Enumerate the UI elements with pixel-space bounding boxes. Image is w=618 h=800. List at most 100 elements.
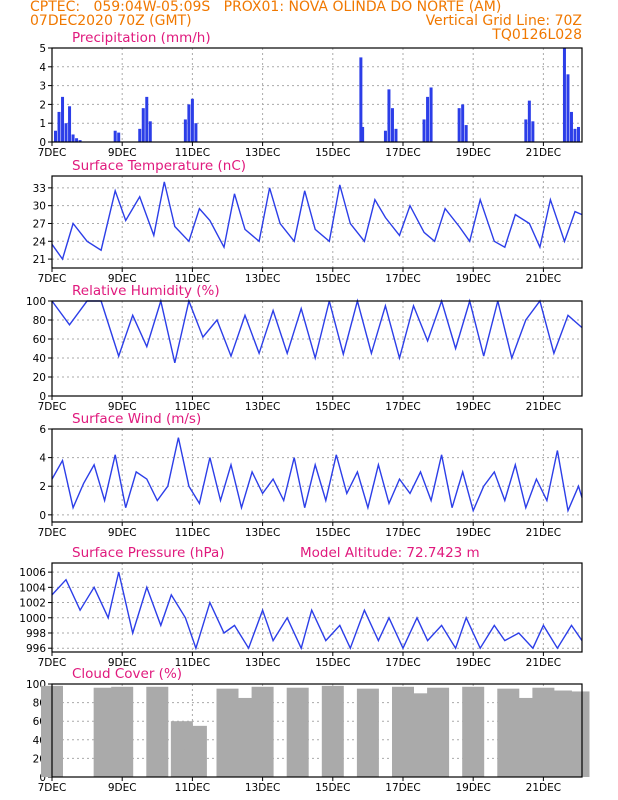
x-tick-label: 9DEC <box>108 657 137 669</box>
panel-title: Precipitation (mm/h) <box>72 30 211 46</box>
y-tick-label: 1000 <box>19 613 46 625</box>
x-tick-label: 17DEC <box>385 147 420 159</box>
x-tick-label: 17DEC <box>385 527 420 539</box>
x-tick-label: 15DEC <box>315 657 350 669</box>
bar <box>532 687 555 777</box>
bar <box>549 690 572 777</box>
y-tick-label: 0 <box>39 137 46 149</box>
bar <box>562 48 566 142</box>
bar <box>117 132 121 142</box>
panel-4: 996 998 1000 1002 1004 1006 7DEC 9DEC 11DEC 13DEC… <box>19 545 583 669</box>
bar <box>387 89 391 142</box>
bar <box>576 126 580 142</box>
panel-title: Relative Humidity (%) <box>72 283 220 299</box>
bar <box>146 686 169 777</box>
bar <box>497 688 520 777</box>
x-tick-label: 13DEC <box>245 147 280 159</box>
series-line <box>51 298 583 363</box>
y-tick-label: 1006 <box>19 567 46 579</box>
x-tick-label: 15DEC <box>315 273 350 285</box>
bar <box>184 725 207 777</box>
x-tick-label: 21DEC <box>526 527 561 539</box>
x-tick-label: 17DEC <box>385 401 420 413</box>
bar <box>68 106 72 142</box>
bar <box>524 119 528 142</box>
x-tick-label: 7DEC <box>38 273 67 285</box>
header-model: TQ0126L028 <box>492 27 582 43</box>
bar <box>427 687 450 777</box>
bar <box>57 111 61 142</box>
x-tick-label: 21DEC <box>526 401 561 413</box>
x-tick-label: 9DEC <box>108 401 137 413</box>
y-tick-label: 60 <box>33 334 46 346</box>
series-line <box>51 571 583 651</box>
y-tick-label: 1004 <box>19 582 46 594</box>
bar <box>194 123 198 142</box>
bar <box>148 121 152 142</box>
bar <box>286 687 309 777</box>
bar <box>409 693 432 777</box>
bar <box>391 686 414 777</box>
panel-frame <box>51 300 583 397</box>
y-tick-label: 20 <box>33 372 46 384</box>
bar <box>573 128 577 142</box>
bar <box>464 125 468 142</box>
bar <box>111 686 134 777</box>
x-tick-label: 13DEC <box>245 527 280 539</box>
y-tick-label: 2 <box>39 99 46 111</box>
y-tick-label: 33 <box>33 183 46 195</box>
x-tick-label: 9DEC <box>108 527 137 539</box>
bar <box>359 57 363 142</box>
y-tick-label: 0 <box>39 510 46 522</box>
y-tick-label: 998 <box>26 628 46 640</box>
bar <box>461 104 465 142</box>
panel-3: 0 2 4 6 7DEC 9DEC 11DEC 13DEC 15DEC 17DEC 19DEC 21D… <box>38 411 583 539</box>
bar <box>462 686 485 777</box>
y-tick-label: 30 <box>33 201 46 213</box>
bar <box>531 121 535 142</box>
bar <box>383 130 387 142</box>
x-tick-label: 11DEC <box>175 147 210 159</box>
y-tick-label: 1002 <box>19 598 46 610</box>
bar <box>54 130 58 142</box>
x-tick-label: 19DEC <box>455 147 490 159</box>
x-tick-label: 17DEC <box>385 657 420 669</box>
x-tick-label: 21DEC <box>526 657 561 669</box>
bar <box>566 74 570 142</box>
y-tick-label: 4 <box>39 453 46 465</box>
panel-2: 0 20 40 60 80 100 7DEC 9DEC 11DEC 13DEC 15DEC 17DEC… <box>26 283 583 413</box>
x-tick-label: 11DEC <box>175 657 210 669</box>
y-tick-label: 0 <box>39 391 46 403</box>
x-tick-label: 13DEC <box>245 401 280 413</box>
x-tick-label: 15DEC <box>315 527 350 539</box>
bar <box>64 123 68 142</box>
header-grid-note: Vertical Grid Line: 70Z <box>425 13 582 29</box>
y-tick-label: 996 <box>26 643 46 655</box>
x-tick-label: 9DEC <box>108 273 137 285</box>
y-tick-label: 21 <box>33 254 46 266</box>
y-tick-label: 80 <box>33 315 46 327</box>
x-tick-label: 13DEC <box>245 782 280 794</box>
panel-0: 0 1 2 3 4 5 7DEC 9DEC 11DEC 13DEC 15DEC 17DEC 19DEC 2… <box>38 30 583 159</box>
panel-title: Surface Wind (m/s) <box>72 411 201 427</box>
y-tick-label: 0 <box>39 772 46 784</box>
x-tick-label: 21DEC <box>526 273 561 285</box>
bar <box>390 108 394 142</box>
x-tick-label: 7DEC <box>38 527 67 539</box>
y-tick-label: 27 <box>33 218 46 230</box>
panel-frame <box>51 47 583 143</box>
panel-frame <box>51 428 583 523</box>
x-tick-label: 11DEC <box>175 273 210 285</box>
x-tick-label: 11DEC <box>175 782 210 794</box>
x-tick-label: 19DEC <box>455 401 490 413</box>
bar <box>321 685 344 777</box>
x-tick-label: 7DEC <box>38 657 67 669</box>
y-tick-label: 5 <box>39 43 46 55</box>
bar <box>361 126 365 142</box>
bar <box>138 128 142 142</box>
x-tick-label: 7DEC <box>38 782 67 794</box>
header-date: 07DEC2020 70Z (GMT) <box>30 13 192 29</box>
series-line <box>51 437 583 514</box>
bar <box>426 96 430 142</box>
